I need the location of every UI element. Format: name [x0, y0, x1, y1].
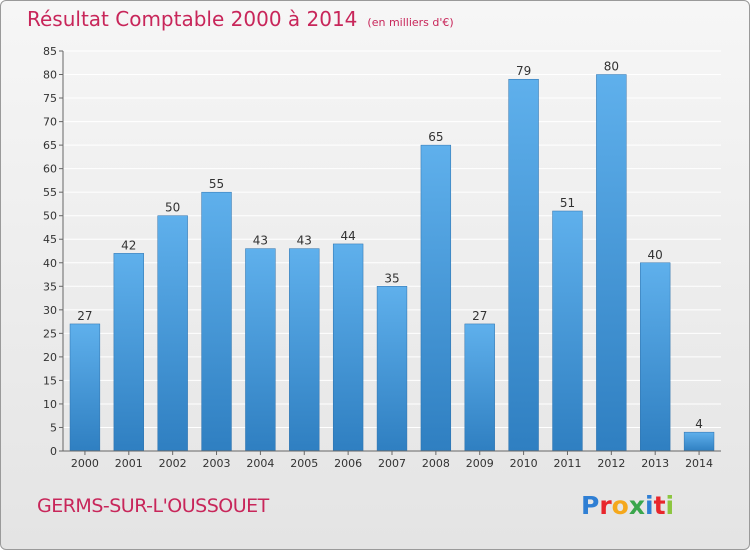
logo-letter: r: [599, 491, 612, 520]
x-tick-label: 2008: [422, 457, 450, 470]
data-label: 51: [560, 196, 575, 210]
data-label: 43: [253, 234, 268, 248]
logo-letter: i: [645, 491, 654, 520]
bar: [508, 78, 539, 452]
data-label: 35: [384, 271, 399, 285]
proxiti-logo: Proxiti: [581, 491, 674, 520]
data-label: 4: [695, 417, 703, 431]
data-label: 40: [648, 248, 663, 262]
bar-chart: 27 42 50 55 43 43 44 35 65 27 79 51 80 40 4 0 5 10 15 20 25…: [43, 45, 721, 470]
y-tick-label: 15: [43, 374, 57, 387]
x-tick-label: 2004: [246, 457, 274, 470]
bar: [552, 210, 583, 452]
x-tick-label: 2001: [115, 457, 143, 470]
bar: [420, 144, 452, 452]
bar: [201, 191, 232, 452]
y-tick-label: 50: [43, 210, 57, 223]
x-tick-label: 2014: [685, 457, 713, 470]
data-label: 44: [340, 229, 355, 243]
y-tick-label: 60: [43, 163, 57, 176]
bar: [332, 243, 364, 452]
bars: [69, 74, 715, 452]
bar: [640, 262, 671, 452]
bar: [113, 253, 144, 452]
data-label: 43: [297, 234, 312, 248]
y-tick-label: 0: [50, 445, 57, 458]
y-tick-label: 85: [43, 45, 57, 58]
chart-title: Résultat Comptable 2000 à 2014 (en millie…: [27, 7, 454, 31]
logo-letter: t: [653, 491, 666, 520]
data-label: 27: [472, 309, 487, 323]
data-label: 55: [209, 177, 224, 191]
x-tick-label: 2007: [378, 457, 406, 470]
bar: [245, 248, 276, 452]
x-tick-label: 2005: [290, 457, 318, 470]
x-tick-label: 2013: [641, 457, 669, 470]
x-tick-label: 2012: [597, 457, 625, 470]
bar: [376, 286, 408, 452]
y-tick-label: 70: [43, 116, 57, 129]
bar: [683, 431, 715, 452]
y-tick-label: 45: [43, 233, 57, 246]
bar: [464, 323, 495, 452]
data-label: 42: [121, 238, 136, 252]
y-tick-label: 10: [43, 398, 57, 411]
y-tick-label: 65: [43, 139, 57, 152]
y-tick-label: 30: [43, 304, 57, 317]
data-labels: 27 42 50 55 43 43 44 35 65 27 79 51 80 40 4: [77, 60, 703, 432]
commune-name: GERMS-SUR-L'OUSSOUET: [37, 495, 269, 517]
y-tick-label: 35: [43, 280, 57, 293]
y-tick-label: 5: [50, 421, 57, 434]
bar: [596, 74, 627, 452]
data-label: 79: [516, 64, 531, 78]
x-tick-label: 2006: [334, 457, 362, 470]
x-tick-label: 2010: [510, 457, 538, 470]
chart-title-text: Résultat Comptable 2000 à 2014: [27, 7, 358, 31]
y-tick-label: 20: [43, 351, 57, 364]
y-tick-label: 80: [43, 69, 57, 82]
x-tick-label: 2009: [466, 457, 494, 470]
y-tick-label: 25: [43, 327, 57, 340]
logo-letter: o: [611, 491, 629, 520]
logo-letter: P: [581, 491, 600, 520]
data-label: 50: [165, 201, 180, 215]
y-tick-label: 75: [43, 92, 57, 105]
x-tick-label: 2003: [203, 457, 231, 470]
logo-letter: i: [665, 491, 675, 520]
data-label: 65: [428, 130, 443, 144]
x-tick-label: 2000: [71, 457, 99, 470]
y-tick-label: 55: [43, 186, 57, 199]
bar: [157, 215, 188, 452]
bar: [69, 323, 101, 452]
x-tick-label: 2002: [159, 457, 187, 470]
data-label: 27: [77, 309, 92, 323]
x-tick-label: 2011: [553, 457, 581, 470]
data-label: 80: [604, 60, 619, 74]
bar: [289, 248, 320, 452]
chart-subtitle: (en milliers d'€): [367, 16, 454, 29]
logo-letter: x: [628, 491, 645, 520]
y-tick-label: 40: [43, 257, 57, 270]
axes: 0 5 10 15 20 25 30 35 40 45 50 55 60 65 70 75 80 85 2000 20…: [43, 45, 721, 470]
